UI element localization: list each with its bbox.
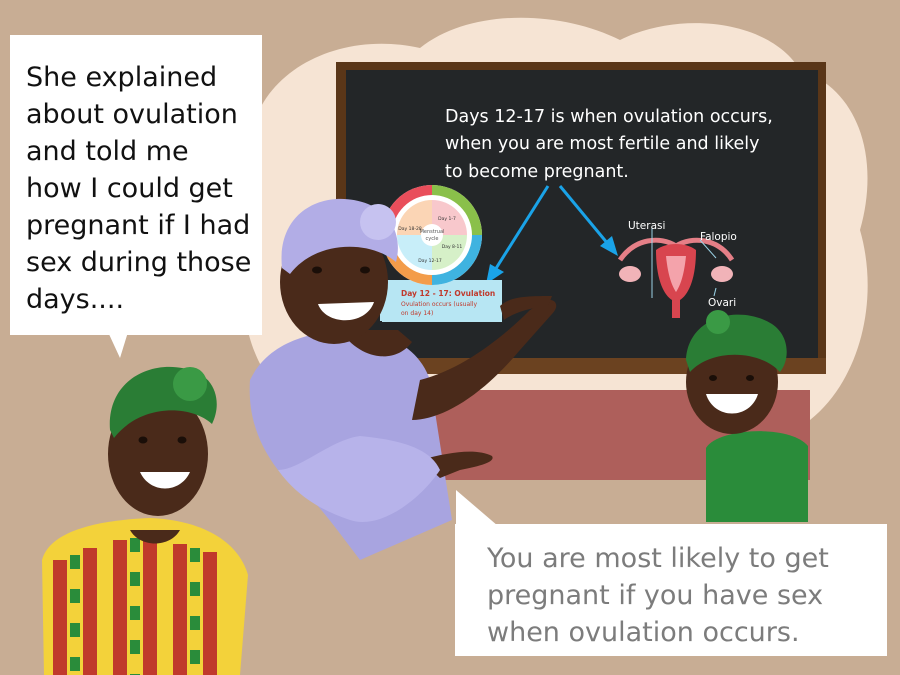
bubble-left-line-1: She explained	[26, 62, 218, 93]
bubble-left-line-5: pregnant if I had	[26, 210, 251, 241]
cycle-center-2: cycle	[426, 236, 439, 242]
cycle-center-1: Menstrual	[420, 229, 445, 235]
boy-character	[686, 310, 808, 522]
label-ovari: Ovari	[708, 297, 736, 309]
teacher-character	[249, 198, 557, 560]
bubble-left-line-2: about ovulation	[26, 99, 238, 130]
chart-note-title: Day 12 - 17: Ovulation	[401, 289, 495, 298]
cycle-seg-1: Day 1-7	[438, 216, 456, 222]
bubble-left-line-7: days....	[26, 284, 125, 315]
blue-arrows	[486, 185, 618, 284]
board-line-3: to become pregnant.	[445, 162, 629, 182]
cycle-seg-2: Day 8-11	[442, 244, 463, 250]
cycle-seg-4: Day 18-28	[398, 226, 422, 232]
bubble-right-line-3: when ovulation occurs.	[487, 617, 800, 648]
speech-bubble-woman: She explained about ovulation and told m…	[10, 35, 262, 335]
bubble-left-line-6: sex during those	[26, 247, 252, 278]
board-line-1: Days 12-17 is when ovulation occurs,	[445, 107, 773, 127]
chart-note-line-1: Ovulation occurs (usually	[401, 301, 477, 308]
board-line-2: when you are most fertile and likely	[445, 134, 759, 154]
cycle-chart: Menstrual cycle Day 1-7 Day 8-11 Day 12-…	[380, 185, 502, 322]
bubble-right-line-2: pregnant if you have sex	[487, 580, 824, 611]
label-uterasi: Uterasi	[628, 220, 665, 232]
bubble-left-line-4: how I could get	[26, 173, 233, 204]
speech-bubble-teacher: You are most likely to get pregnant if y…	[455, 524, 887, 656]
bubble-right-line-1: You are most likely to get	[487, 543, 829, 574]
woman-character	[42, 366, 248, 675]
left-bubble-tail	[108, 332, 128, 358]
cycle-seg-3: Day 12-17	[418, 258, 442, 264]
right-bubble-tail	[456, 490, 498, 526]
label-falopio: Falopio	[700, 231, 737, 243]
uterus-diagram: Uterasi Falopio Ovari	[617, 220, 737, 318]
chart-note-line-2: on day 14)	[401, 310, 433, 317]
bubble-left-line-3: and told me	[26, 136, 189, 167]
